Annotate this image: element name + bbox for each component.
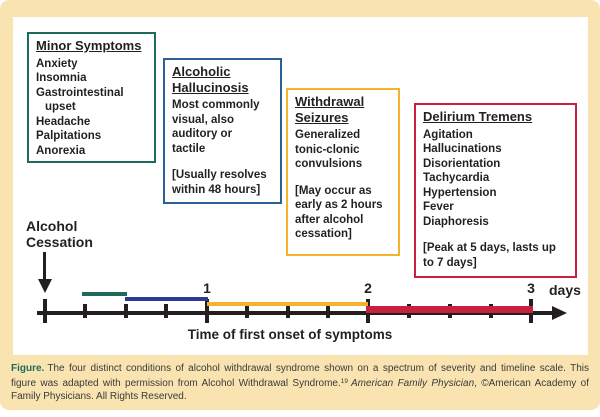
symptom-item: Insomnia xyxy=(36,72,87,84)
symptom-item: Fever xyxy=(423,201,454,213)
major-tick-day1 xyxy=(205,299,209,323)
note-line: cessation] xyxy=(295,228,352,240)
figure-caption: Figure. The four distinct conditions of a… xyxy=(11,362,589,403)
cessation-line1: Alcohol xyxy=(26,218,78,234)
symptom-item: Hallucinations xyxy=(423,143,502,155)
description-line: Generalized xyxy=(295,129,361,141)
symptom-item: upset xyxy=(45,101,76,113)
symptom-item: Hypertension xyxy=(423,186,497,199)
duration-note: [Peak at 5 days, lasts up to 7 days] xyxy=(423,241,568,270)
delirium-tremens-bar xyxy=(366,306,533,313)
alcohol-cessation-label: Alcohol Cessation xyxy=(26,218,93,250)
minor-symptoms-box: Minor Symptoms Anxiety Insomnia Gastroin… xyxy=(27,32,156,163)
description-line: Most commonly xyxy=(172,99,260,111)
note-line: within 48 hours] xyxy=(172,183,261,196)
delirium-tremens-box: Delirium Tremens Agitation Hallucination… xyxy=(414,103,577,278)
symptom-item: Palpitations xyxy=(36,130,102,142)
symptom-item: Gastrointestinal xyxy=(36,86,124,99)
note-line: [May occur as xyxy=(295,184,372,197)
alcoholic-hallucinosis-title: Alcoholic Hallucinosis xyxy=(172,64,249,95)
cessation-arrow-shaft xyxy=(43,252,46,280)
caption-journal-name: American Family Physician xyxy=(351,378,475,389)
alcoholic-hallucinosis-box: Alcoholic Hallucinosis Most commonly vis… xyxy=(163,58,282,204)
symptom-item: Anorexia xyxy=(36,144,86,157)
duration-note: [Usually resolves within 48 hours] xyxy=(172,168,273,197)
symptom-item: Headache xyxy=(36,115,91,128)
onset-axis-title: Time of first onset of symptoms xyxy=(187,327,393,342)
major-tick-day0 xyxy=(43,299,47,323)
cessation-line2: Cessation xyxy=(26,234,93,250)
note-line: after alcohol xyxy=(295,213,364,226)
timeline-arrow-icon xyxy=(552,306,567,320)
figure-panel: Minor Symptoms Anxiety Insomnia Gastroin… xyxy=(13,17,588,355)
minor-symptoms-title: Minor Symptoms xyxy=(36,38,142,53)
minor-tick xyxy=(83,304,87,318)
note-line: to 7 days] xyxy=(423,256,477,269)
note-line: [Usually resolves xyxy=(172,169,267,181)
alcoholic-hallucinosis-bar xyxy=(125,297,208,301)
symptom-item: Anxiety xyxy=(36,57,78,70)
symptom-item: Agitation xyxy=(423,128,473,141)
description-line: auditory or xyxy=(172,128,233,140)
minor-tick xyxy=(286,304,290,318)
caption-reference-superscript: 19 xyxy=(340,378,348,385)
withdrawal-seizures-box: Withdrawal Seizures Generalized tonic-cl… xyxy=(286,88,400,256)
minor-tick xyxy=(124,304,128,318)
note-line: early as 2 hours xyxy=(295,199,383,211)
days-axis-label: days xyxy=(549,282,581,298)
caption-rights-text: , ©American Academy of Family Physicians… xyxy=(11,378,589,402)
minor-tick xyxy=(326,304,330,318)
tick-label-1: 1 xyxy=(203,280,211,296)
caption-figure-label: Figure. xyxy=(11,363,45,374)
timeline-axis xyxy=(37,311,554,315)
caption-text: The four distinct conditions of alcohol … xyxy=(11,363,589,389)
minor-tick xyxy=(245,304,249,318)
minor-symptoms-bar xyxy=(82,292,127,296)
tick-label-2: 2 xyxy=(364,280,372,296)
withdrawal-seizures-title: Withdrawal Seizures xyxy=(295,94,365,125)
duration-note: [May occur as early as 2 hours after alc… xyxy=(295,184,391,242)
withdrawal-seizures-bar xyxy=(207,302,368,306)
symptom-item: Disorientation xyxy=(423,157,501,170)
description-line: tonic-clonic xyxy=(295,143,360,156)
minor-tick xyxy=(164,304,168,318)
symptom-item: Tachycardia xyxy=(423,172,490,184)
cessation-arrow-icon xyxy=(38,279,52,293)
note-line: [Peak at 5 days, lasts up xyxy=(423,242,556,254)
description-line: visual, also xyxy=(172,113,235,126)
description-line: tactile xyxy=(172,142,206,155)
tick-label-3: 3 xyxy=(527,280,535,296)
symptom-item: Diaphoresis xyxy=(423,215,489,228)
delirium-tremens-title: Delirium Tremens xyxy=(423,109,533,124)
description-line: convulsions xyxy=(295,158,363,170)
